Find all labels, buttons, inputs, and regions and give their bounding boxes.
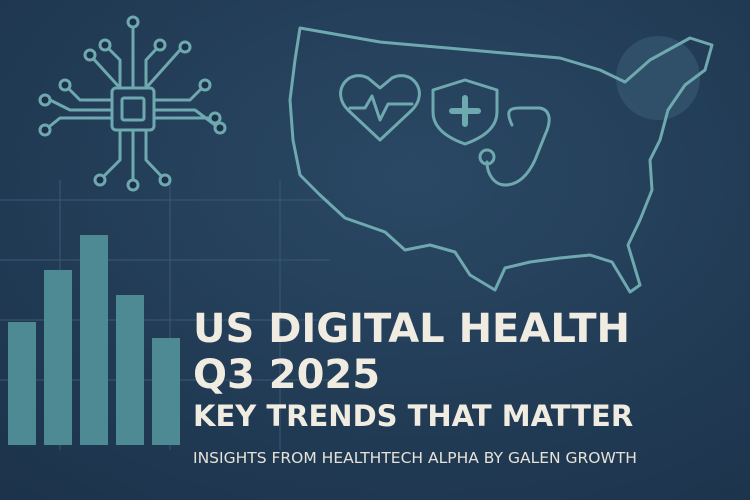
bar: [44, 270, 72, 445]
bar: [80, 235, 108, 445]
title-line-2: Q3 2025: [193, 352, 380, 398]
glow-circle: [616, 36, 700, 120]
title-line-1: US DIGITAL HEALTH: [193, 306, 630, 352]
chip-circuit: [38, 15, 227, 192]
health-icons: [339, 74, 551, 187]
subtitle: KEY TRENDS THAT MATTER: [193, 399, 633, 433]
bar: [116, 295, 144, 445]
us-map: [288, 26, 714, 294]
bar: [152, 338, 180, 445]
bar: [8, 322, 36, 445]
bar-graphic: [8, 235, 180, 445]
byline: INSIGHTS FROM HEALTHTECH ALPHA BY GALEN …: [193, 449, 637, 467]
